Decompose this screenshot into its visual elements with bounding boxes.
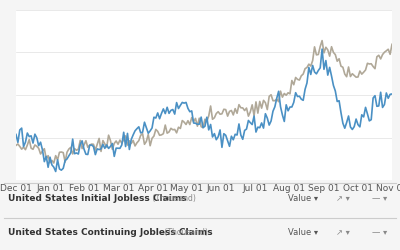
- Text: ↗ ▾: ↗ ▾: [336, 194, 350, 203]
- Text: Value ▾: Value ▾: [288, 194, 318, 203]
- Text: United States Initial Jobless Claims: United States Initial Jobless Claims: [8, 194, 187, 203]
- Text: United States Continuing Jobless Claims: United States Continuing Jobless Claims: [8, 228, 213, 237]
- Text: (Thousand): (Thousand): [150, 194, 196, 203]
- Text: (Thousand): (Thousand): [162, 228, 208, 237]
- Text: Value ▾: Value ▾: [288, 228, 318, 237]
- Text: — ▾: — ▾: [372, 228, 387, 237]
- Text: ↗ ▾: ↗ ▾: [336, 228, 350, 237]
- Text: — ▾: — ▾: [372, 194, 387, 203]
